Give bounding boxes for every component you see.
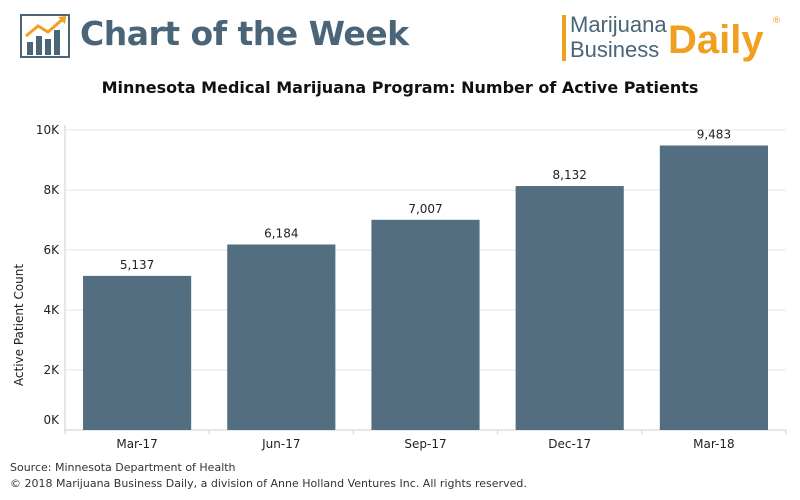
brand-line-daily: Daily [668, 18, 764, 62]
x-tick-label: Jun-17 [261, 437, 300, 451]
labels: 0K 2K 4K 6K 8K 10K 5,137 Mar-17 6,184 Jun-17 7,007… [36, 123, 735, 451]
brand-accent-bar [562, 15, 566, 61]
bars [83, 145, 768, 430]
chart-title: Minnesota Medical Marijuana Program: Num… [101, 78, 699, 97]
footer-source: Source: Minnesota Department of Health [10, 461, 236, 474]
y-tick-label: 0K [43, 413, 60, 427]
x-tick-label: Dec-17 [548, 437, 591, 451]
x-tick-label: Mar-17 [116, 437, 157, 451]
x-tick-label: Mar-18 [693, 437, 734, 451]
brand-registered-mark: ® [772, 16, 781, 26]
brand-logo: Marijuana Business Daily ® [562, 12, 782, 64]
y-tick-label: 6K [43, 243, 60, 257]
bar-chart-trend-icon [20, 14, 70, 58]
bar-value-label: 5,137 [120, 258, 154, 272]
header: Chart of the Week Marijuana Business Dai… [0, 0, 800, 70]
y-axis-label: Active Patient Count [12, 264, 26, 386]
bar-value-label: 6,184 [264, 226, 298, 240]
y-tick-label: 4K [43, 303, 60, 317]
y-tick-label: 10K [36, 123, 60, 137]
bar-value-label: 9,483 [697, 128, 731, 142]
bar [371, 219, 480, 430]
y-tick-label: 8K [43, 183, 60, 197]
bar-chart: 0K 2K 4K 6K 8K 10K 5,137 Mar-17 6,184 Jun-17 7,007… [12, 123, 787, 451]
x-tick-label: Sep-17 [404, 437, 446, 451]
bar [515, 186, 624, 430]
bar [83, 275, 192, 430]
brand-line-business: Business [570, 37, 660, 62]
bar-value-label: 7,007 [408, 202, 442, 216]
bar [659, 145, 768, 430]
brand-line-marijuana: Marijuana [570, 12, 667, 37]
bar-value-label: 8,132 [553, 168, 587, 182]
page-title: Chart of the Week [80, 14, 409, 53]
y-tick-label: 2K [43, 363, 60, 377]
footer-copyright: © 2018 Marijuana Business Daily, a divis… [10, 477, 527, 490]
bar [227, 244, 336, 430]
